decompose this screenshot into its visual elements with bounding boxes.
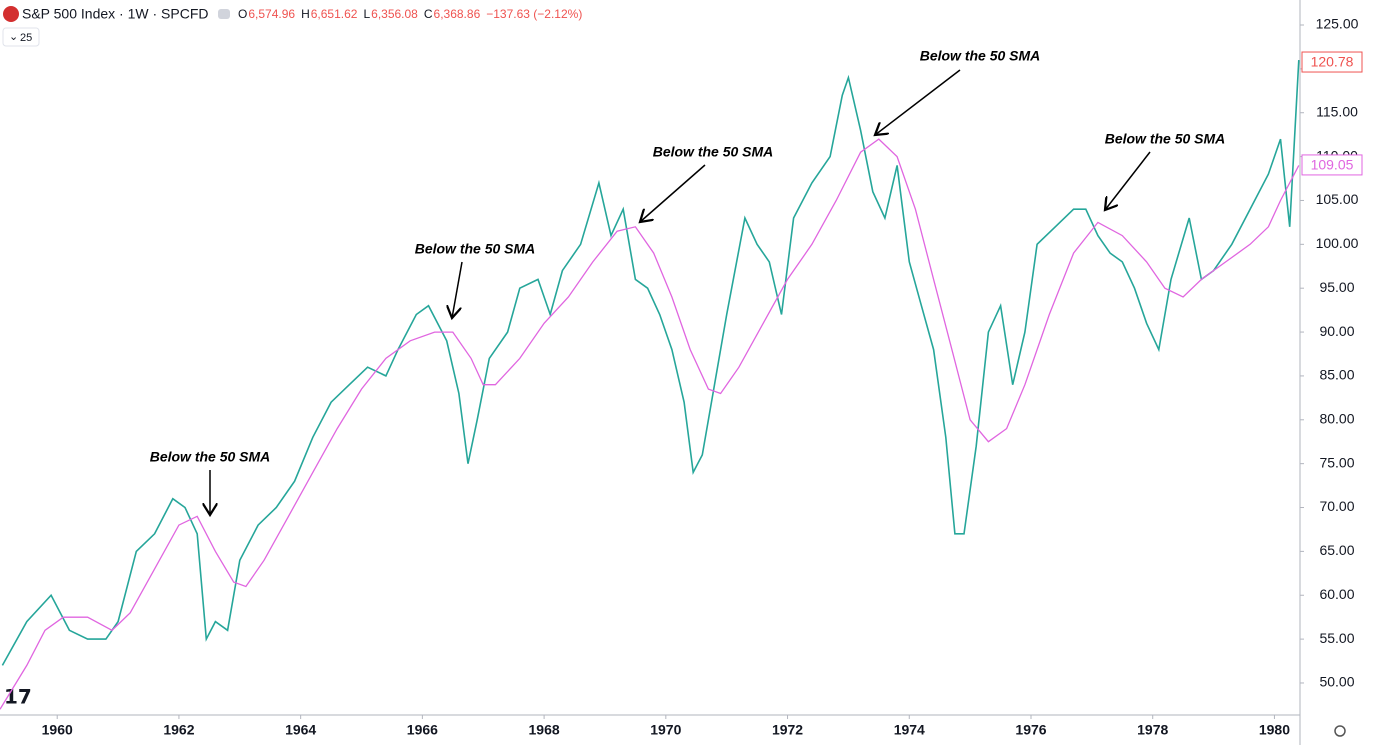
x-tick-label: 1976	[1015, 722, 1046, 738]
ohlc-key: C	[424, 7, 433, 21]
y-tick-label: 105.00	[1316, 191, 1359, 207]
y-tick-label: 95.00	[1319, 279, 1354, 295]
annotation-arrow	[452, 261, 463, 318]
x-tick-label: 1960	[42, 722, 73, 738]
logo: 𝟭𝟳	[4, 686, 32, 708]
y-tick-label: 115.00	[1316, 103, 1358, 119]
ohlc-value: 6,356.08	[371, 7, 418, 21]
symbol-icon	[3, 6, 19, 22]
x-tick-label: 1964	[285, 722, 316, 738]
y-tick-label: 65.00	[1319, 542, 1354, 558]
x-tick-label: 1972	[772, 722, 803, 738]
annotation-arrow	[1105, 151, 1151, 210]
annotation-arrow	[640, 164, 706, 222]
settings-icon[interactable]	[1334, 725, 1346, 737]
x-tick-label: 1962	[163, 722, 194, 738]
symbol-title[interactable]: S&P 500 Index · 1W · SPCFD	[22, 6, 208, 22]
annotation: Below the 50 SMA	[1105, 131, 1226, 147]
sma-line	[0, 138, 1300, 710]
y-tick-label: 100.00	[1316, 235, 1359, 251]
x-tick-label: 1968	[529, 722, 560, 738]
price-tag	[1301, 154, 1363, 176]
chevron: ⌄	[9, 31, 18, 43]
x-tick-label: 1966	[407, 722, 438, 738]
annotation: Below the 50 SMA	[415, 241, 536, 257]
ohlc-value: 6,574.96	[248, 7, 295, 21]
indicator-count: 25	[20, 32, 32, 44]
change-value: −137.63 (−2.12%)	[486, 7, 582, 21]
collapse-button[interactable]	[218, 9, 230, 19]
y-tick-label: 125.00	[1316, 16, 1359, 32]
x-tick-label: 1978	[1137, 722, 1168, 738]
y-tick-label: 70.00	[1319, 498, 1354, 514]
x-tick-label: 1970	[650, 722, 681, 738]
y-tick-label: 55.00	[1319, 630, 1354, 646]
annotation: Below the 50 SMA	[653, 144, 774, 160]
x-tick-label: 1974	[894, 722, 925, 738]
annotation-arrow	[875, 69, 961, 135]
annotation: Below the 50 SMA	[920, 48, 1041, 64]
x-tick-label: 1980	[1259, 722, 1290, 738]
price-tag-label: 120.78	[1311, 54, 1354, 70]
price-tag	[1301, 51, 1363, 73]
ohlc-key: L	[363, 7, 370, 21]
y-tick-label: 60.00	[1319, 586, 1354, 602]
ohlc-value: 6,651.62	[311, 7, 358, 21]
y-tick-label: 75.00	[1319, 454, 1354, 470]
y-tick-label: 90.00	[1319, 323, 1354, 339]
indicator-toggle[interactable]	[2, 27, 40, 47]
price-line	[1, 60, 1300, 666]
y-tick-label: 80.00	[1319, 410, 1354, 426]
ohlc-key: H	[301, 7, 310, 21]
annotation: Below the 50 SMA	[150, 449, 271, 465]
y-tick-label: 85.00	[1319, 367, 1354, 383]
y-tick-label: 50.00	[1319, 674, 1354, 690]
ohlc-values: O 6,574.96 H 6,651.62 L 6,356.08 C 6,368.86 −137…	[238, 7, 582, 21]
ohlc-key: O	[238, 7, 247, 21]
price-tag-label: 109.05	[1311, 157, 1354, 173]
ohlc-value: 6,368.86	[434, 7, 481, 21]
